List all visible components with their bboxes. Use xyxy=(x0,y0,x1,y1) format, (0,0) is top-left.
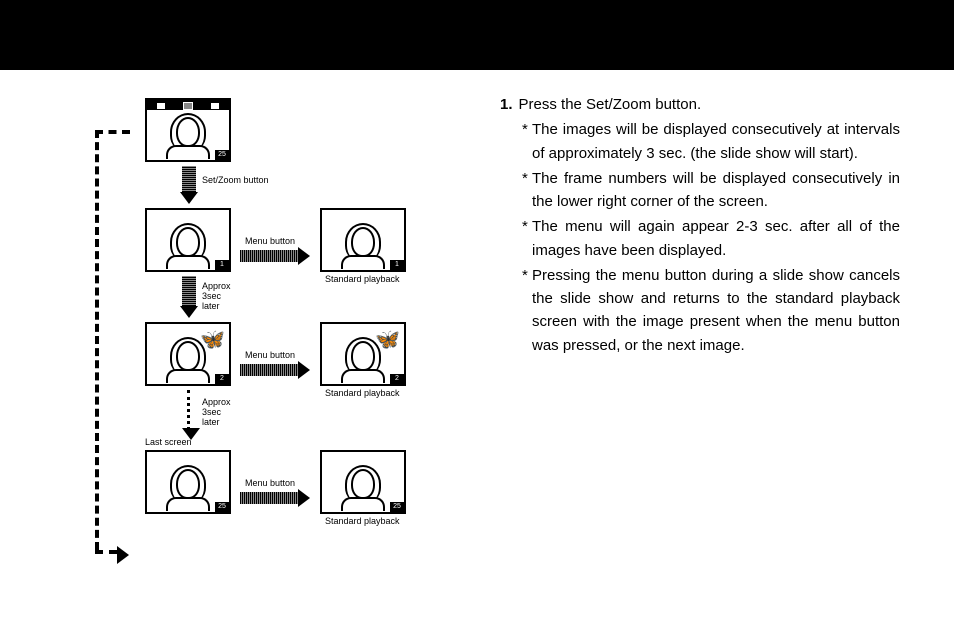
frame-number-badge: 25 xyxy=(215,150,229,160)
menu-button-label: Menu button xyxy=(245,237,295,247)
standard-playback-label: Standard playback xyxy=(325,517,400,527)
instruction-bullet: *The menu will again appear 2-3 sec. aft… xyxy=(522,215,900,262)
return-path-bottom xyxy=(95,550,117,554)
instruction-step: 1. Press the Set/Zoom button. xyxy=(500,93,900,116)
butterfly-icon: 🦋 xyxy=(200,330,225,350)
arrow-down-icon xyxy=(182,276,196,308)
screen-last-right: 25 xyxy=(320,450,406,514)
dotted-arrow-down-icon xyxy=(187,390,191,430)
butterfly-icon: 🦋 xyxy=(375,330,400,350)
frame-number-badge: 1 xyxy=(390,260,404,270)
frame-number-badge: 1 xyxy=(215,260,229,270)
face-illustration xyxy=(176,227,200,257)
face-illustration xyxy=(351,341,375,371)
frame-number-badge: 25 xyxy=(390,502,404,512)
face-illustration xyxy=(176,117,200,147)
manual-page: 25 Set/Zoom button 1 Menu button 1 Stand… xyxy=(0,70,954,625)
step-number: 1. xyxy=(500,93,513,116)
instruction-text: 1. Press the Set/Zoom button. *The image… xyxy=(500,93,900,359)
arrow-right-icon xyxy=(240,492,300,504)
standard-playback-label: Standard playback xyxy=(325,389,400,399)
screen-frame-1-left: 1 xyxy=(145,208,231,272)
menu-button-label: Menu button xyxy=(245,351,295,361)
step-text: Press the Set/Zoom button. xyxy=(519,93,702,116)
instruction-bullet: *The frame numbers will be displayed con… xyxy=(522,167,900,214)
return-path-top xyxy=(95,130,130,134)
frame-number-badge: 2 xyxy=(390,374,404,384)
frame-number-badge: 25 xyxy=(215,502,229,512)
arrow-right-icon xyxy=(240,364,300,376)
slideshow-diagram: 25 Set/Zoom button 1 Menu button 1 Stand… xyxy=(90,90,460,590)
face-illustration xyxy=(176,341,200,371)
arrow-right-icon xyxy=(240,250,300,262)
face-illustration xyxy=(351,227,375,257)
return-path-vertical xyxy=(95,130,99,550)
menu-bar-icons xyxy=(147,101,229,110)
menu-button-label: Menu button xyxy=(245,479,295,489)
screen-frame-2-right: 🦋 2 xyxy=(320,322,406,386)
face-illustration xyxy=(351,469,375,499)
approx-3sec-label: Approx 3sec later xyxy=(202,282,231,312)
arrow-down-icon xyxy=(182,166,196,194)
frame-number-badge: 2 xyxy=(215,374,229,384)
instruction-bullet: *The images will be displayed consecutiv… xyxy=(522,118,900,165)
approx-3sec-label: Approx 3sec later xyxy=(202,398,231,428)
screen-menu: 25 xyxy=(145,98,231,162)
instruction-bullet: *Pressing the menu button during a slide… xyxy=(522,264,900,357)
screen-frame-1-right: 1 xyxy=(320,208,406,272)
face-illustration xyxy=(176,469,200,499)
screen-frame-2-left: 🦋 2 xyxy=(145,322,231,386)
set-zoom-button-label: Set/Zoom button xyxy=(202,176,269,186)
last-screen-label: Last screen xyxy=(145,438,192,448)
screen-last-left: 25 xyxy=(145,450,231,514)
standard-playback-label: Standard playback xyxy=(325,275,400,285)
